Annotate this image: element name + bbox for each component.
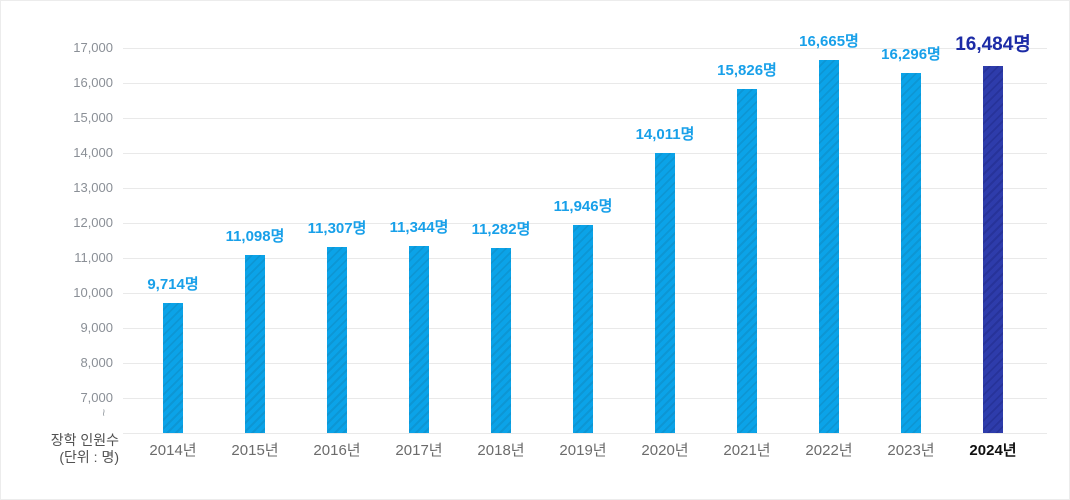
y-tick-label: 10,000 xyxy=(73,285,113,300)
gridline-17000 xyxy=(123,48,1047,49)
value-label-2015년: 11,098명 xyxy=(225,227,285,245)
x-tick-label-2016년: 2016년 xyxy=(313,442,361,459)
value-label-2018년: 11,282명 xyxy=(471,221,531,239)
gridline-14000 xyxy=(123,153,1047,154)
y-tick-label: 13,000 xyxy=(73,180,113,195)
value-label-2021년: 15,826명 xyxy=(717,62,777,80)
bar-2017년 xyxy=(409,245,429,433)
gridline-16000 xyxy=(123,83,1047,84)
value-label-2020년: 14,011명 xyxy=(635,125,695,143)
gridline-12000 xyxy=(123,223,1047,224)
x-tick-label-2017년: 2017년 xyxy=(395,442,443,459)
bar-2019년 xyxy=(573,224,593,433)
bar-2015년 xyxy=(245,254,265,433)
x-axis-baseline xyxy=(123,433,1047,434)
x-tick-label-2021년: 2021년 xyxy=(723,442,771,459)
x-tick-label-2014년: 2014년 xyxy=(149,442,197,459)
x-tick-label-2022년: 2022년 xyxy=(805,442,853,459)
value-label-2024년: 16,484명 xyxy=(955,34,1031,56)
value-label-2019년: 11,946명 xyxy=(553,197,613,215)
y-tick-label: 12,000 xyxy=(73,215,113,230)
value-label-2014년: 9,714명 xyxy=(147,276,199,294)
y-axis-label: 장학 인원수 (단위 : 명) xyxy=(17,432,119,466)
x-tick-label-2023년: 2023년 xyxy=(887,442,935,459)
y-tick-label: 17,000 xyxy=(73,40,113,55)
bar-2014년 xyxy=(163,303,183,433)
bar-2022년 xyxy=(819,59,839,433)
value-label-2022년: 16,665명 xyxy=(799,32,859,50)
y-tick-label: 16,000 xyxy=(73,75,113,90)
bar-2023년 xyxy=(901,72,921,433)
x-tick-label-2018년: 2018년 xyxy=(477,442,525,459)
y-tick-label: 14,000 xyxy=(73,145,113,160)
y-tick-label: 11,000 xyxy=(74,250,113,265)
y-axis-label-line2: (단위 : 명) xyxy=(59,449,119,465)
y-axis-label-line1: 장학 인원수 xyxy=(50,432,119,448)
bar-2018년 xyxy=(491,248,511,433)
value-label-2023년: 16,296명 xyxy=(881,45,941,63)
y-tick-label: 8,000 xyxy=(80,355,113,370)
x-tick-label-2024년: 2024년 xyxy=(969,442,1017,459)
x-tick-label-2019년: 2019년 xyxy=(559,442,607,459)
x-tick-label-2020년: 2020년 xyxy=(641,442,689,459)
value-label-2017년: 11,344명 xyxy=(389,218,449,236)
bar-2020년 xyxy=(655,152,675,433)
y-tick-label: 9,000 xyxy=(80,320,113,335)
x-tick-label-2015년: 2015년 xyxy=(231,442,279,459)
y-tick-label: 7,000 xyxy=(80,390,113,405)
value-label-2016년: 11,307명 xyxy=(307,220,367,238)
bar-2024년 xyxy=(983,66,1003,433)
gridline-13000 xyxy=(123,188,1047,189)
gridline-15000 xyxy=(123,118,1047,119)
bar-2021년 xyxy=(737,89,757,433)
y-tick-label: 15,000 xyxy=(73,110,113,125)
bar-2016년 xyxy=(327,247,347,433)
